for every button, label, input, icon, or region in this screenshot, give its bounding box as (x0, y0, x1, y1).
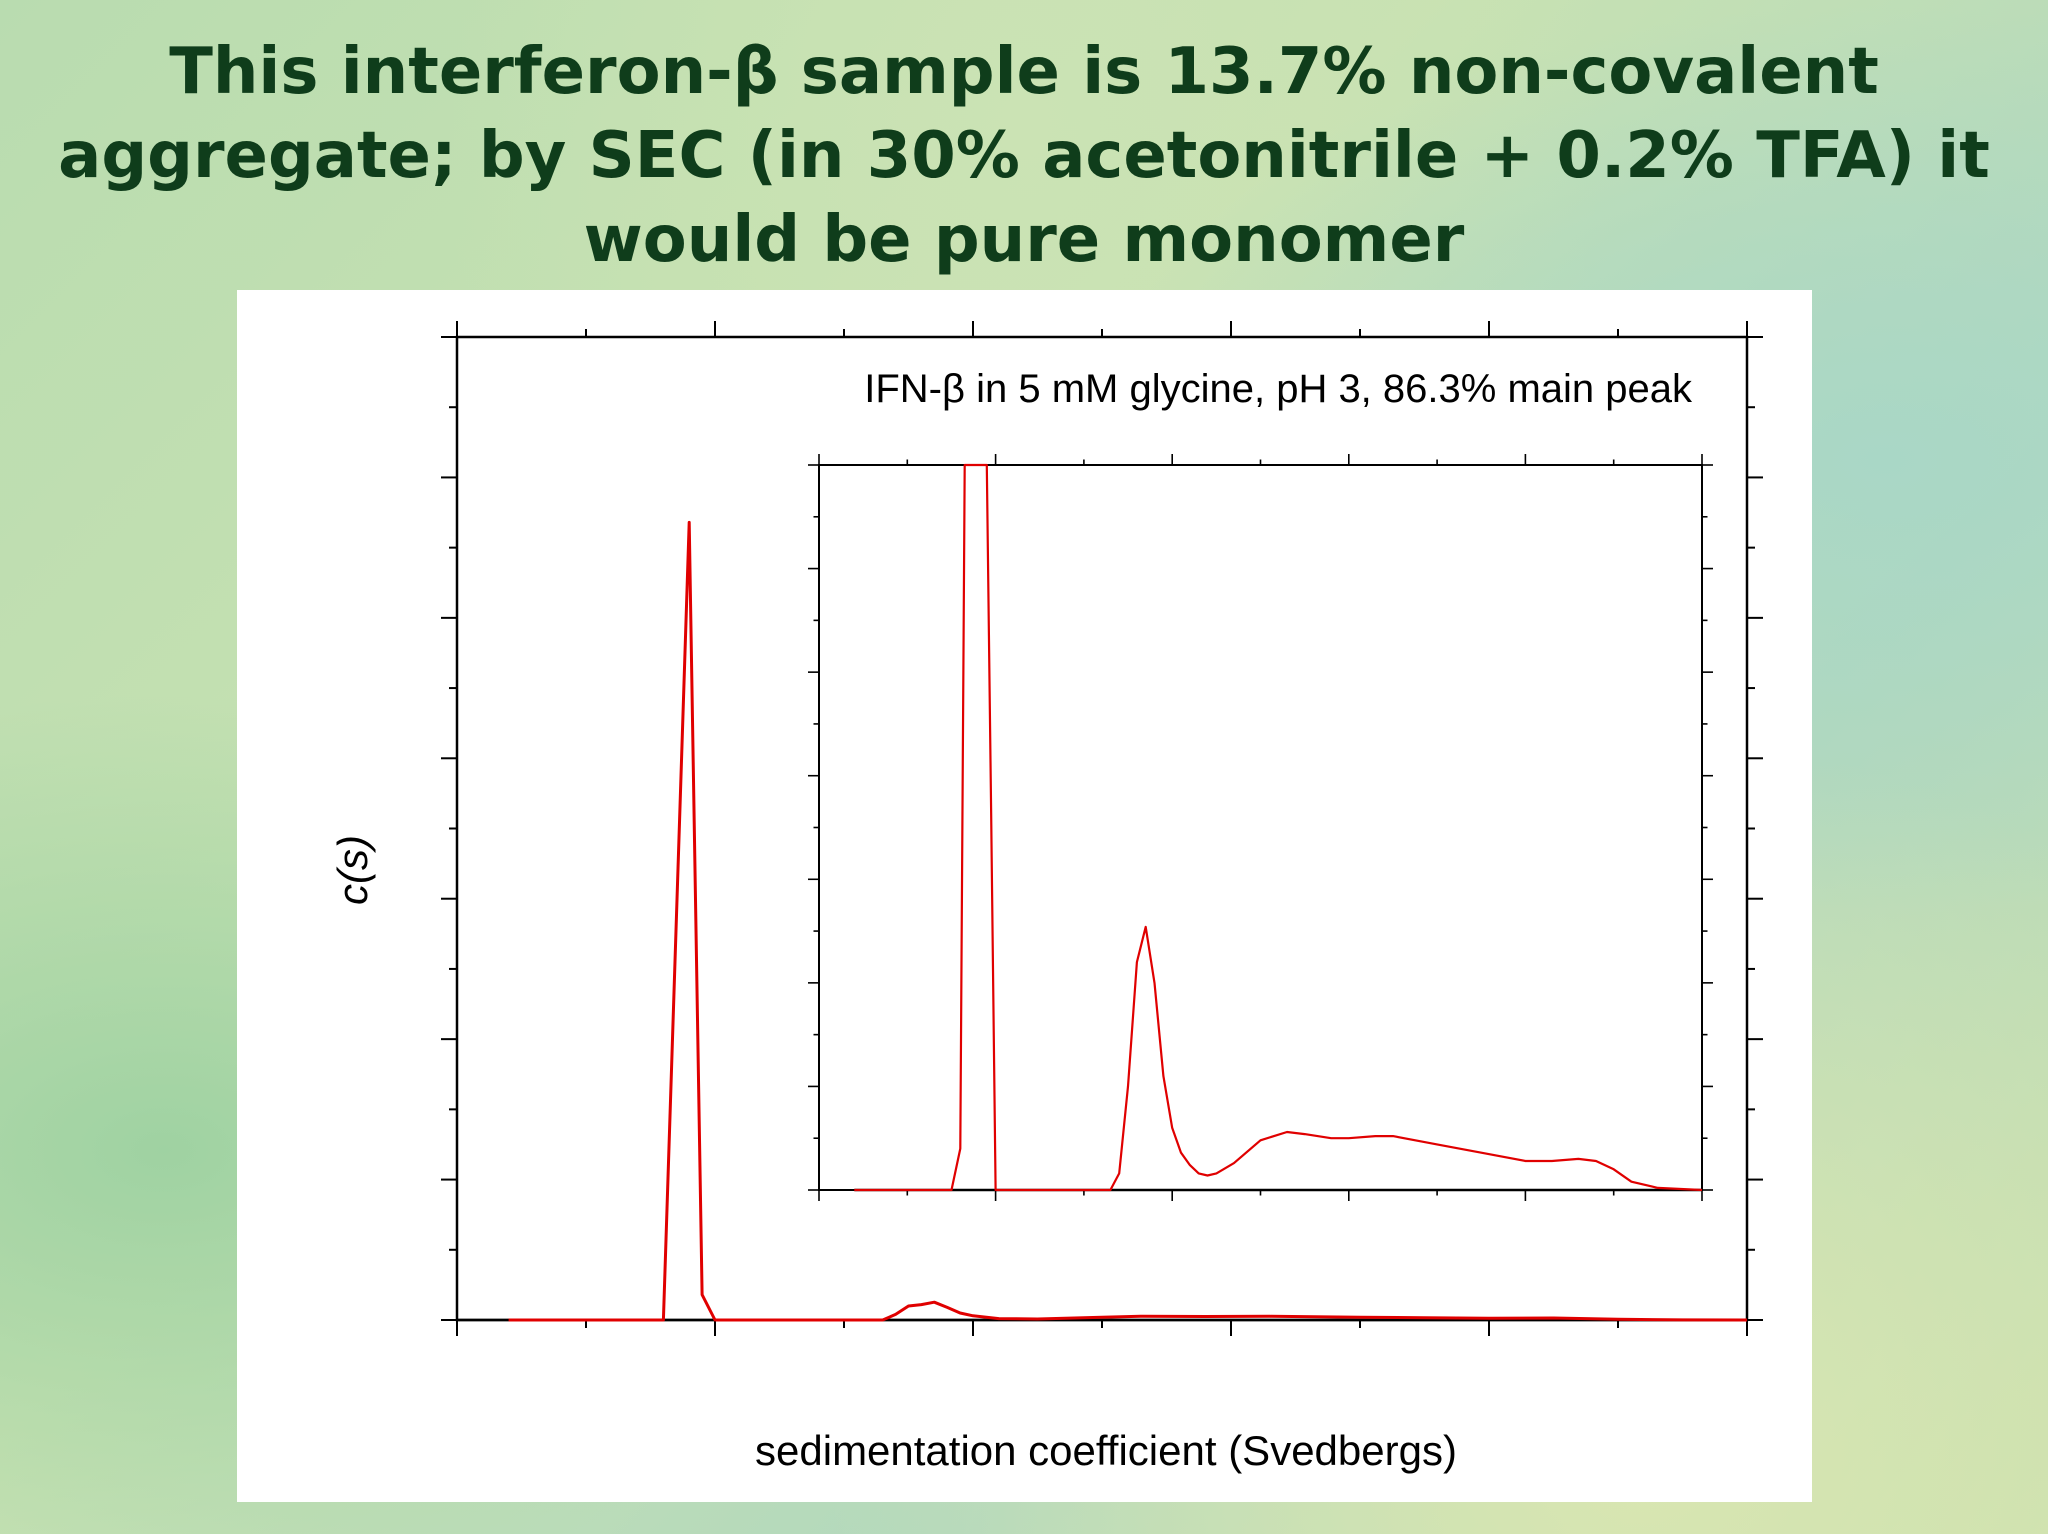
x-axis-label: sedimentation coefficient (Svedbergs) (755, 1427, 1457, 1474)
series-line (854, 463, 1703, 1192)
inset-plot (808, 454, 1713, 1201)
sedimentation-chart: IFN-β in 5 mM glycine, pH 3, 86.3% main … (329, 321, 1763, 1474)
main-plot (441, 321, 1763, 1336)
main-plot-frame (455, 335, 1749, 1322)
series-line (508, 520, 1748, 1322)
figure-panel: IFN-β in 5 mM glycine, pH 3, 86.3% main … (237, 290, 1812, 1502)
slide-title: This interferon-β sample is 13.7% non-co… (58, 35, 1990, 277)
y-axis-label: c(s) (329, 835, 376, 905)
chart-annotation: IFN-β in 5 mM glycine, pH 3, 86.3% main … (864, 367, 1693, 411)
inset-plot-frame (818, 464, 1703, 1191)
